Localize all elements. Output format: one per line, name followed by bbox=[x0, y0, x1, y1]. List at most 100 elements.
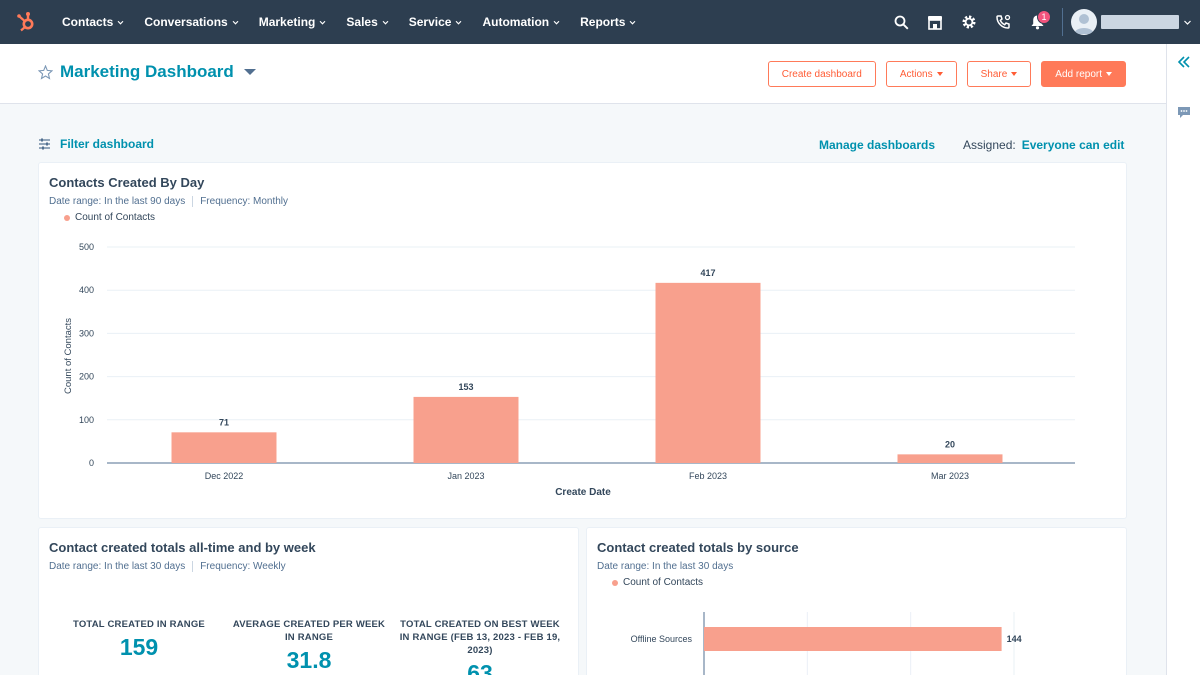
report-title: Contact created totals by source bbox=[597, 540, 799, 555]
chevron-down-icon bbox=[232, 20, 239, 25]
kpi-average-per-week: AVERAGE CREATED PER WEEK IN RANGE 31.8 bbox=[229, 618, 389, 674]
kpi-value: 63 bbox=[467, 660, 493, 675]
date-range-text: Date range: In the last 30 days bbox=[597, 561, 734, 572]
report-card-by-source[interactable]: Contact created totals by source Date ra… bbox=[586, 527, 1127, 675]
header-actions: Create dashboard Actions Share Add repor… bbox=[767, 61, 1126, 87]
chevron-down-icon bbox=[456, 20, 462, 25]
y-tick-label: 500 bbox=[79, 242, 94, 252]
calling-phone-icon[interactable] bbox=[986, 0, 1020, 44]
y-tick-label: Offline Sources bbox=[631, 634, 693, 644]
share-button[interactable]: Share bbox=[966, 61, 1032, 87]
report-title: Contact created totals all-time and by w… bbox=[49, 540, 316, 555]
nav-menu-service[interactable]: Service bbox=[399, 0, 473, 44]
y-axis-title: Count of Contacts bbox=[63, 318, 74, 394]
frequency-text: Frequency: Weekly bbox=[200, 561, 286, 572]
date-range-text: Date range: In the last 90 days bbox=[49, 196, 186, 207]
nav-divider bbox=[1062, 8, 1063, 36]
create-dashboard-button[interactable]: Create dashboard bbox=[767, 61, 876, 87]
nav-menu-label: Service bbox=[408, 15, 452, 29]
nav-menu-conversations[interactable]: Conversations bbox=[134, 0, 248, 44]
chart-legend[interactable]: Count of Contacts bbox=[612, 577, 703, 588]
report-card-contacts-by-day[interactable]: Contacts Created By Day Date range: In t… bbox=[38, 162, 1127, 519]
manage-dashboards-link[interactable]: Manage dashboards bbox=[819, 138, 936, 152]
chart-legend[interactable]: Count of Contacts bbox=[64, 212, 155, 223]
bar[interactable] bbox=[897, 454, 1003, 463]
meta-divider bbox=[192, 196, 194, 207]
filter-dashboard-button[interactable]: Filter dashboard bbox=[38, 137, 154, 151]
add-report-label: Add report bbox=[1055, 68, 1102, 80]
y-tick-label: 0 bbox=[89, 458, 94, 468]
notifications-bell-icon[interactable]: 1 bbox=[1020, 0, 1054, 44]
x-tick-label: Mar 2023 bbox=[931, 471, 969, 481]
nav-menu-label: Reports bbox=[580, 15, 626, 29]
bar[interactable] bbox=[655, 282, 761, 463]
assigned-permission-link[interactable]: Everyone can edit bbox=[1021, 138, 1125, 152]
contacts-by-source-chart: Offline Sources 144 bbox=[631, 612, 1022, 675]
report-meta: Date range: In the last 30 days bbox=[597, 561, 733, 572]
dashboard-header: Marketing Dashboard Create dashboard Act… bbox=[0, 44, 1166, 104]
legend-swatch bbox=[612, 579, 618, 586]
meta-divider bbox=[192, 561, 194, 572]
settings-gear-icon[interactable] bbox=[952, 0, 986, 44]
report-title: Contacts Created By Day bbox=[49, 175, 205, 190]
dashboard-switcher-caret-icon[interactable] bbox=[243, 67, 257, 77]
nav-menu-contacts[interactable]: Contacts bbox=[52, 0, 134, 44]
bar[interactable] bbox=[171, 432, 277, 463]
chevron-down-icon bbox=[630, 20, 636, 25]
filter-sliders-icon bbox=[39, 138, 50, 150]
search-icon[interactable] bbox=[884, 0, 918, 44]
right-sidebar-rail bbox=[1166, 44, 1200, 675]
legend-swatch bbox=[64, 214, 70, 221]
x-tick-label: Jan 2023 bbox=[447, 471, 484, 481]
data-label: 417 bbox=[700, 268, 715, 278]
page-title: Marketing Dashboard bbox=[60, 62, 234, 81]
kpi-total-created: TOTAL CREATED IN RANGE 159 bbox=[64, 618, 214, 661]
account-menu[interactable] bbox=[1071, 9, 1200, 35]
chevron-down-icon bbox=[117, 20, 124, 25]
report-meta: Date range: In the last 90 days Frequenc… bbox=[49, 196, 288, 207]
kpi-value: 159 bbox=[119, 634, 159, 660]
nav-menu-label: Contacts bbox=[62, 15, 114, 29]
actions-label: Actions bbox=[899, 68, 933, 80]
expand-sidebar-icon[interactable] bbox=[1167, 44, 1200, 80]
y-tick-label: 400 bbox=[79, 285, 94, 295]
nav-menu-automation[interactable]: Automation bbox=[472, 0, 570, 44]
caret-down-icon bbox=[936, 72, 943, 76]
nav-menu-label: Sales bbox=[346, 15, 378, 29]
actions-button[interactable]: Actions bbox=[885, 61, 957, 87]
bar[interactable] bbox=[704, 627, 1002, 651]
x-axis-title: Create Date bbox=[555, 487, 611, 498]
assigned-info: Assigned: Everyone can edit bbox=[963, 138, 1124, 152]
top-navigation: Contacts Conversations Marketing Sales Servi… bbox=[0, 0, 1200, 44]
data-label: 153 bbox=[458, 382, 473, 392]
nav-menu-sales[interactable]: Sales bbox=[336, 0, 398, 44]
frequency-text: Frequency: Monthly bbox=[200, 196, 289, 207]
chevron-down-icon bbox=[553, 20, 560, 25]
add-report-button[interactable]: Add report bbox=[1041, 61, 1126, 87]
favorite-star-icon[interactable] bbox=[38, 64, 53, 80]
report-meta: Date range: In the last 30 days Frequenc… bbox=[49, 561, 286, 572]
nav-menu-reports[interactable]: Reports bbox=[570, 0, 646, 44]
kpi-label: AVERAGE CREATED PER WEEK IN RANGE bbox=[232, 619, 386, 643]
comments-icon[interactable] bbox=[1167, 95, 1200, 131]
nav-utilities: 1 bbox=[884, 0, 1200, 44]
marketplace-icon[interactable] bbox=[918, 0, 952, 44]
legend-label: Count of Contacts bbox=[623, 577, 704, 588]
nav-menu-marketing[interactable]: Marketing bbox=[249, 0, 337, 44]
y-tick-label: 300 bbox=[79, 328, 94, 338]
contacts-by-day-chart: 0 100 200 300 400 500 71 Dec 2022 153 Jan 2023 417… bbox=[63, 242, 1075, 498]
dashboard-title-group: Marketing Dashboard bbox=[38, 62, 257, 82]
hubspot-logo-icon[interactable] bbox=[0, 0, 52, 44]
report-card-created-totals[interactable]: Contact created totals all-time and by w… bbox=[38, 527, 579, 675]
assigned-label: Assigned: bbox=[963, 138, 1016, 152]
bar[interactable] bbox=[413, 396, 519, 463]
share-label: Share bbox=[980, 68, 1008, 80]
kpi-label: TOTAL CREATED IN RANGE bbox=[73, 619, 205, 630]
kpi-value: 31.8 bbox=[286, 647, 332, 673]
y-tick-label: 200 bbox=[79, 372, 94, 382]
avatar bbox=[1071, 9, 1097, 35]
chevron-down-icon bbox=[1184, 20, 1191, 25]
kpi-label: TOTAL CREATED ON BEST WEEK IN RANGE (FEB… bbox=[399, 619, 561, 656]
y-tick-label: 100 bbox=[79, 415, 94, 425]
nav-menu-label: Marketing bbox=[258, 15, 316, 29]
